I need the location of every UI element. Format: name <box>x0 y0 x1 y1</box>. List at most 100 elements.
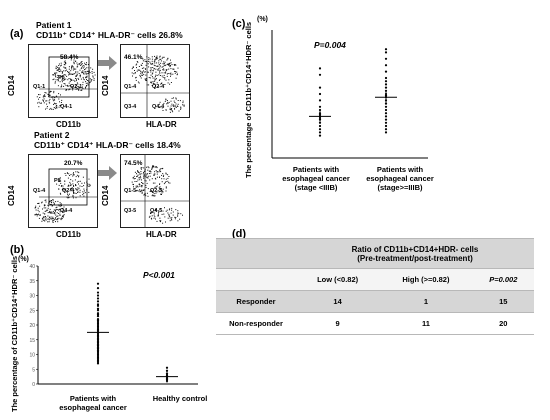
panel-c-point <box>318 92 322 96</box>
panel-c-point <box>318 121 322 124</box>
panel-c-point <box>384 76 388 80</box>
panel-b-unit: (%) <box>18 256 29 263</box>
ratio-table: Ratio of CD11b+CD14+HDR- cells (Pre-trea… <box>216 238 534 335</box>
patient2-q1b: Q1-5 <box>124 188 137 194</box>
panel-c-point <box>384 57 388 60</box>
patient1-hla-scatter <box>121 45 189 117</box>
panel-b-point <box>96 300 100 303</box>
patient2-cd11b-plot <box>28 154 98 228</box>
panel-c-point <box>384 64 388 67</box>
panel-c-point <box>318 86 322 89</box>
patient1-hla-label: HLA-DR <box>146 120 177 129</box>
panel-c-cat2-line2: esophageal cancer <box>366 174 434 183</box>
panel-c-point <box>384 86 388 89</box>
panel-c-label: (c) <box>232 18 246 30</box>
cell-nonresponder-low: 9 <box>296 312 380 335</box>
table-empty-cell <box>216 268 296 291</box>
panel-a-label: (a) <box>10 28 24 40</box>
table-corner <box>216 238 296 269</box>
panel-b-point <box>96 287 100 290</box>
table-row: Non-responder 9 11 20 <box>216 312 534 335</box>
panel-c-point <box>384 112 388 115</box>
panel-b-tick-label: 0 <box>32 382 35 388</box>
panel-c-point <box>384 48 388 51</box>
table-row: Responder 14 1 15 <box>216 290 534 313</box>
cell-responder-high: 1 <box>379 290 473 313</box>
panel-c-cat2: Patients with esophageal cancer (stage>=… <box>357 165 443 192</box>
panel-b-cat1-line1: Patients with <box>69 394 117 403</box>
patient2-title: Patient 2 <box>34 130 70 140</box>
panel-c-cat2-line3: (stage>=IIIB) <box>377 183 423 192</box>
patient1-hla-pct: 46.1% <box>124 54 143 61</box>
patient1-cd11b-label: CD11b <box>56 120 81 129</box>
patient2-q1: Q1-4 <box>33 188 46 194</box>
panel-c-cat1-line3: (stage <IIIB) <box>294 183 338 192</box>
panel-b-tick-label: 20 <box>29 323 35 329</box>
panel-b-point <box>96 304 100 307</box>
panel-c-point <box>384 131 388 134</box>
panel-b-point <box>96 282 100 285</box>
panel-b-chart: 40 35 30 25 20 15 10 5 0 <box>29 264 198 388</box>
panel-c-point <box>318 99 322 102</box>
patient1-gate-name: P8 <box>58 75 65 81</box>
panel-c-cat1-line1: Patients with <box>292 165 340 174</box>
col-low: Low (<0.82) <box>296 268 380 291</box>
panel-c-point <box>384 121 388 124</box>
patient2-q2b: Q2-5 <box>150 188 163 194</box>
panel-c-cat1-line2: esophageal cancer <box>282 174 350 183</box>
patient2-cd11b-scatter <box>34 168 97 223</box>
patient1-q2: Q2-1 <box>70 84 83 90</box>
panel-c-point <box>384 105 388 108</box>
panel-b-point <box>165 366 169 369</box>
patient2-q4: Q4-4 <box>60 208 73 214</box>
table-header-line1: Ratio of CD11b+CD14+HDR- cells <box>351 244 479 254</box>
cell-responder-low: 14 <box>296 290 380 313</box>
patient1-q1: Q1-1 <box>33 84 46 90</box>
panel-b-cat1: Patients with esophageal cancer <box>48 394 138 412</box>
panel-c-unit: (%) <box>257 16 268 23</box>
panel-c-point <box>384 124 388 128</box>
patient1-title: Patient 1 <box>36 20 72 30</box>
panel-c-cat1: Patients with esophageal cancer (stage <… <box>275 165 357 192</box>
panel-c-point <box>384 51 388 54</box>
panel-c-point <box>318 108 322 112</box>
patient2-gate-arrow <box>98 166 117 180</box>
panel-c-point <box>384 128 388 131</box>
panel-c-point <box>384 118 388 121</box>
patient2-cd11b-label: CD11b <box>56 230 81 239</box>
panel-c-point <box>384 80 388 83</box>
panel-b-ylabel: The percentage of CD11b⁺CD14⁺HDR⁻ cells <box>10 255 19 412</box>
panel-c-point <box>384 115 388 118</box>
table-header-line2: (Pre-treatment/post-treatment) <box>357 253 473 263</box>
patient2-hla-pct: 74.5% <box>124 160 143 167</box>
panel-c-point <box>318 134 322 137</box>
panel-b-tick-label: 40 <box>29 264 35 270</box>
panel-c-pvalue: P=0.004 <box>314 40 346 50</box>
patient1-q4: Q4-1 <box>60 104 73 110</box>
panel-c-point <box>318 105 322 108</box>
col-pvalue: P=0.002 <box>472 268 534 291</box>
panel-c-point <box>318 67 322 70</box>
cell-nonresponder-high: 11 <box>379 312 473 335</box>
panel-c-point <box>384 89 388 92</box>
panel-c-point <box>318 128 322 131</box>
patient2-hla-label: HLA-DR <box>146 230 177 239</box>
patient2-cd14-label: CD14 <box>7 185 16 206</box>
panel-c-point <box>318 131 322 134</box>
panel-b-cat1-line2: esophageal cancer <box>59 403 127 412</box>
panel-b-point <box>96 362 100 365</box>
patient1-hla-plot <box>120 44 190 118</box>
patient1-gate-pct: 58.4% <box>60 54 79 61</box>
patient1-cd11b-scatter <box>36 56 97 110</box>
row-label-nonresponder: Non-responder <box>216 312 296 335</box>
panel-c-ylabel: The percentage of CD11b⁺CD14⁺HDR⁻ cells <box>244 21 253 178</box>
panel-b-tick-label: 35 <box>29 279 35 285</box>
patient1-cd11b-plot <box>28 44 98 118</box>
patient2-hla-plot <box>120 154 190 228</box>
patient2-q4b: Q4-5 <box>150 208 163 214</box>
patient1-q3b: Q3-4 <box>124 104 137 110</box>
patient2-cd14-label-right: CD14 <box>101 185 110 206</box>
panel-b-point <box>96 315 100 318</box>
panel-b-tick-label: 10 <box>29 353 35 359</box>
panel-c-chart <box>271 30 428 159</box>
